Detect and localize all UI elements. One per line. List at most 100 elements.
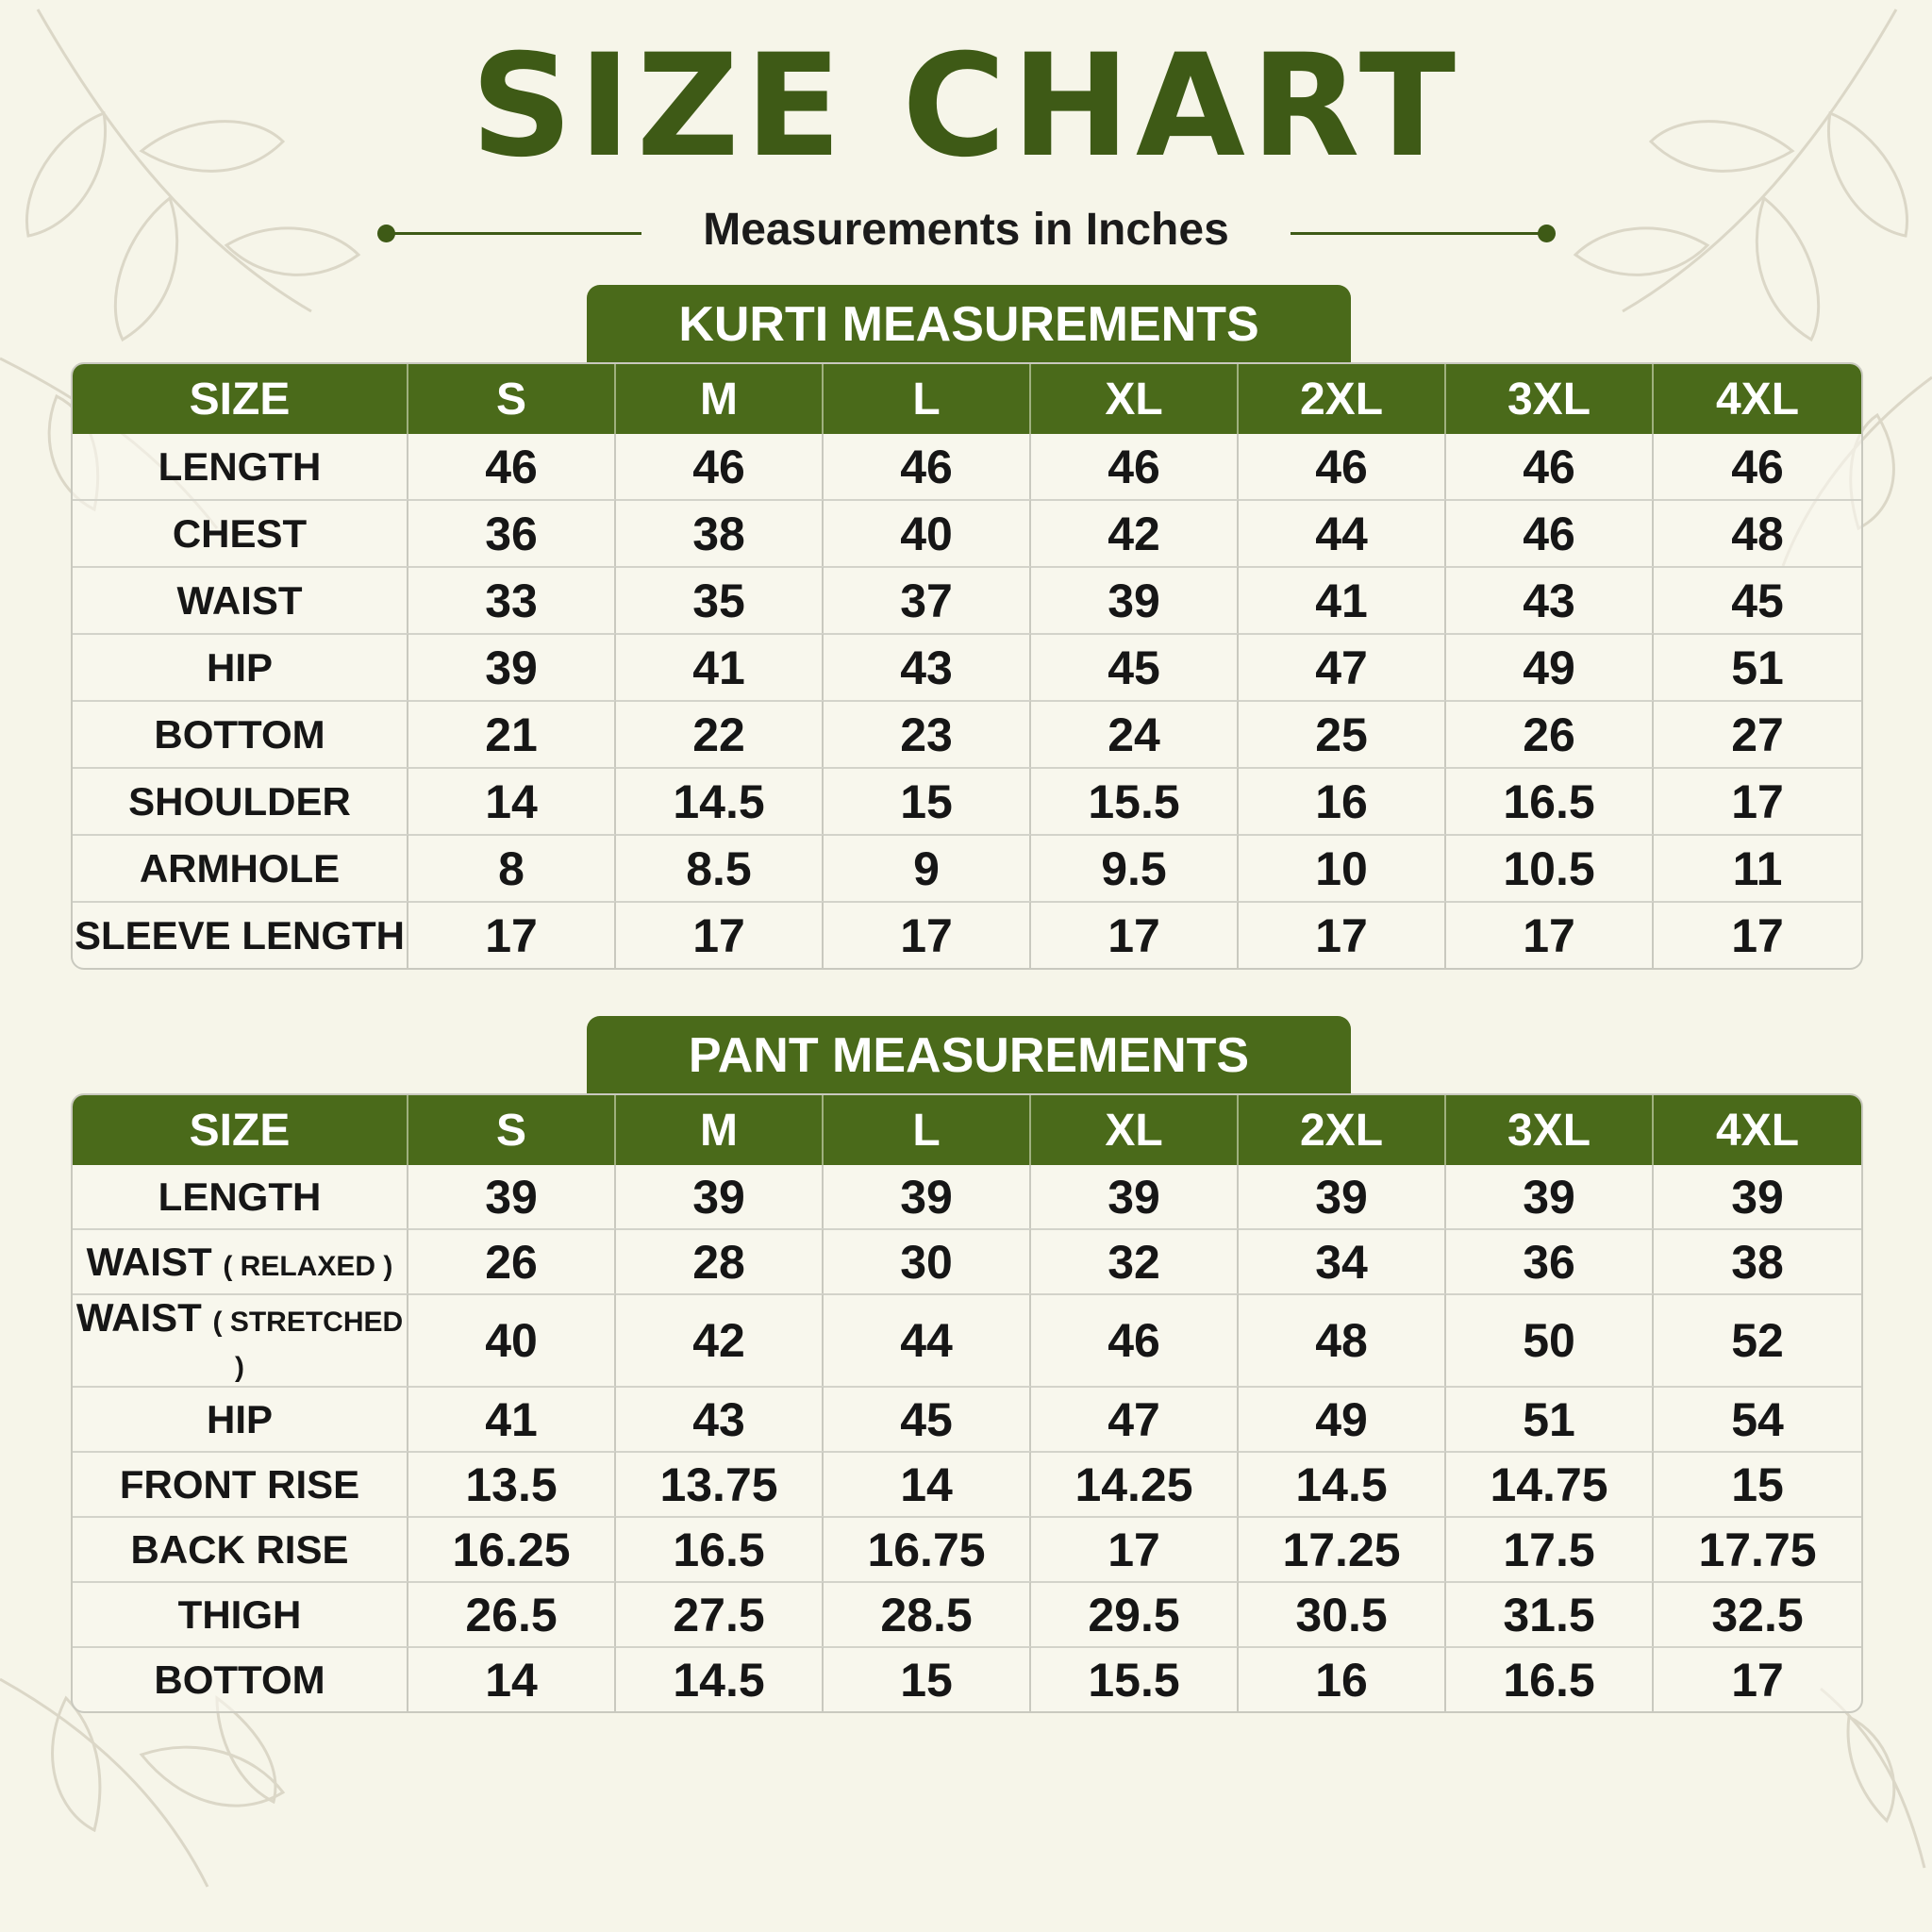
table-cell: 40 bbox=[408, 1293, 616, 1386]
header-row: SIZE S M L XL 2XL 3XL 4XL bbox=[73, 364, 1861, 434]
table-cell: 36 bbox=[1446, 1228, 1654, 1293]
table-cell: 16.5 bbox=[1446, 1646, 1654, 1711]
table-cell: 35 bbox=[616, 566, 824, 633]
table-cell: 32 bbox=[1031, 1228, 1239, 1293]
row-label: BACK RISE bbox=[73, 1516, 408, 1581]
table-cell: 14.5 bbox=[1239, 1451, 1446, 1516]
row-label: LENGTH bbox=[73, 434, 408, 499]
table-cell: 43 bbox=[1446, 566, 1654, 633]
row-label-text: SLEEVE LENGTH bbox=[74, 912, 406, 958]
row-label: SLEEVE LENGTH bbox=[73, 901, 408, 968]
row-label: HIP bbox=[73, 1386, 408, 1451]
size-col-header: 3XL bbox=[1446, 1095, 1654, 1165]
table-cell: 13.75 bbox=[616, 1451, 824, 1516]
table-cell: 34 bbox=[1239, 1228, 1446, 1293]
size-col-header: M bbox=[616, 1095, 824, 1165]
table-cell: 46 bbox=[408, 434, 616, 499]
table-cell: 16 bbox=[1239, 1646, 1446, 1711]
row-label-note: ( STRETCHED ) bbox=[212, 1307, 404, 1383]
size-col-header: XL bbox=[1031, 364, 1239, 434]
table-cell: 45 bbox=[824, 1386, 1031, 1451]
table-cell: 51 bbox=[1654, 633, 1861, 700]
table-cell: 30 bbox=[824, 1228, 1031, 1293]
row-label-note: ( RELAXED ) bbox=[223, 1250, 393, 1282]
kurti-table: SIZE S M L XL 2XL 3XL 4XL LENGTH 46 46 46 46… bbox=[71, 362, 1863, 970]
table-cell: 25 bbox=[1239, 700, 1446, 767]
table-cell: 28.5 bbox=[824, 1581, 1031, 1646]
table-cell: 51 bbox=[1446, 1386, 1654, 1451]
table-cell: 10.5 bbox=[1446, 834, 1654, 901]
table-cell: 29.5 bbox=[1031, 1581, 1239, 1646]
table-cell: 50 bbox=[1446, 1293, 1654, 1386]
row-label: WAIST ( STRETCHED ) bbox=[73, 1293, 408, 1386]
table-cell: 33 bbox=[408, 566, 616, 633]
table-cell: 39 bbox=[408, 1165, 616, 1228]
table-row: HIP 41 43 45 47 49 51 54 bbox=[73, 1386, 1861, 1451]
table-cell: 39 bbox=[1239, 1165, 1446, 1228]
table-cell: 23 bbox=[824, 700, 1031, 767]
table-cell: 15 bbox=[824, 767, 1031, 834]
table-cell: 28 bbox=[616, 1228, 824, 1293]
table-row: WAIST ( STRETCHED ) 40 42 44 46 48 50 52 bbox=[73, 1293, 1861, 1386]
row-label-text: HIP bbox=[206, 644, 273, 690]
table-cell: 36 bbox=[408, 499, 616, 566]
table-cell: 26 bbox=[1446, 700, 1654, 767]
table-cell: 8 bbox=[408, 834, 616, 901]
table-cell: 46 bbox=[1239, 434, 1446, 499]
row-label: BOTTOM bbox=[73, 1646, 408, 1711]
table-cell: 16.5 bbox=[1446, 767, 1654, 834]
row-label-text: LENGTH bbox=[158, 443, 322, 489]
table-cell: 46 bbox=[1031, 434, 1239, 499]
table-cell: 9 bbox=[824, 834, 1031, 901]
row-label: ARMHOLE bbox=[73, 834, 408, 901]
row-label-text: SHOULDER bbox=[128, 778, 351, 824]
table-cell: 16.75 bbox=[824, 1516, 1031, 1581]
table-row: BOTTOM 21 22 23 24 25 26 27 bbox=[73, 700, 1861, 767]
row-label-text: LENGTH bbox=[158, 1174, 322, 1219]
size-header: SIZE bbox=[73, 364, 408, 434]
table-cell: 15 bbox=[824, 1646, 1031, 1711]
size-col-header: L bbox=[824, 364, 1031, 434]
table-cell: 37 bbox=[824, 566, 1031, 633]
table-cell: 39 bbox=[1031, 566, 1239, 633]
table-row: BACK RISE 16.25 16.5 16.75 17 17.25 17.5 17.75 bbox=[73, 1516, 1861, 1581]
table-row: THIGH 26.5 27.5 28.5 29.5 30.5 31.5 32.5 bbox=[73, 1581, 1861, 1646]
row-label-text: CHEST bbox=[172, 510, 308, 556]
table-cell: 45 bbox=[1654, 566, 1861, 633]
table-cell: 40 bbox=[824, 499, 1031, 566]
table-cell: 49 bbox=[1446, 633, 1654, 700]
size-col-header: S bbox=[408, 364, 616, 434]
size-col-header: 4XL bbox=[1654, 364, 1861, 434]
divider bbox=[387, 232, 641, 235]
table-cell: 49 bbox=[1239, 1386, 1446, 1451]
table-cell: 47 bbox=[1239, 633, 1446, 700]
table-cell: 54 bbox=[1654, 1386, 1861, 1451]
table-cell: 16.25 bbox=[408, 1516, 616, 1581]
row-label-text: HIP bbox=[206, 1396, 273, 1441]
subtitle: Measurements in Inches bbox=[703, 205, 1229, 255]
table-cell: 14 bbox=[408, 767, 616, 834]
size-col-header: XL bbox=[1031, 1095, 1239, 1165]
table-cell: 38 bbox=[1654, 1228, 1861, 1293]
table-cell: 21 bbox=[408, 700, 616, 767]
table-cell: 10 bbox=[1239, 834, 1446, 901]
size-col-header: M bbox=[616, 364, 824, 434]
table-row: SHOULDER 14 14.5 15 15.5 16 16.5 17 bbox=[73, 767, 1861, 834]
table-cell: 44 bbox=[1239, 499, 1446, 566]
table-cell: 26 bbox=[408, 1228, 616, 1293]
row-label-text: ARMHOLE bbox=[139, 845, 341, 891]
kurti-heading: KURTI MEASUREMENTS bbox=[587, 285, 1351, 365]
table-cell: 26.5 bbox=[408, 1581, 616, 1646]
row-label: WAIST bbox=[73, 566, 408, 633]
row-label: LENGTH bbox=[73, 1165, 408, 1228]
table-cell: 17 bbox=[1031, 1516, 1239, 1581]
table-cell: 42 bbox=[1031, 499, 1239, 566]
table-cell: 32.5 bbox=[1654, 1581, 1861, 1646]
table-cell: 17.5 bbox=[1446, 1516, 1654, 1581]
subtitle-row: Measurements in Inches bbox=[0, 200, 1932, 266]
size-col-header: 2XL bbox=[1239, 364, 1446, 434]
table-cell: 43 bbox=[616, 1386, 824, 1451]
row-label-text: WAIST bbox=[75, 1295, 202, 1340]
table-cell: 15.5 bbox=[1031, 1646, 1239, 1711]
table-cell: 17 bbox=[1654, 767, 1861, 834]
